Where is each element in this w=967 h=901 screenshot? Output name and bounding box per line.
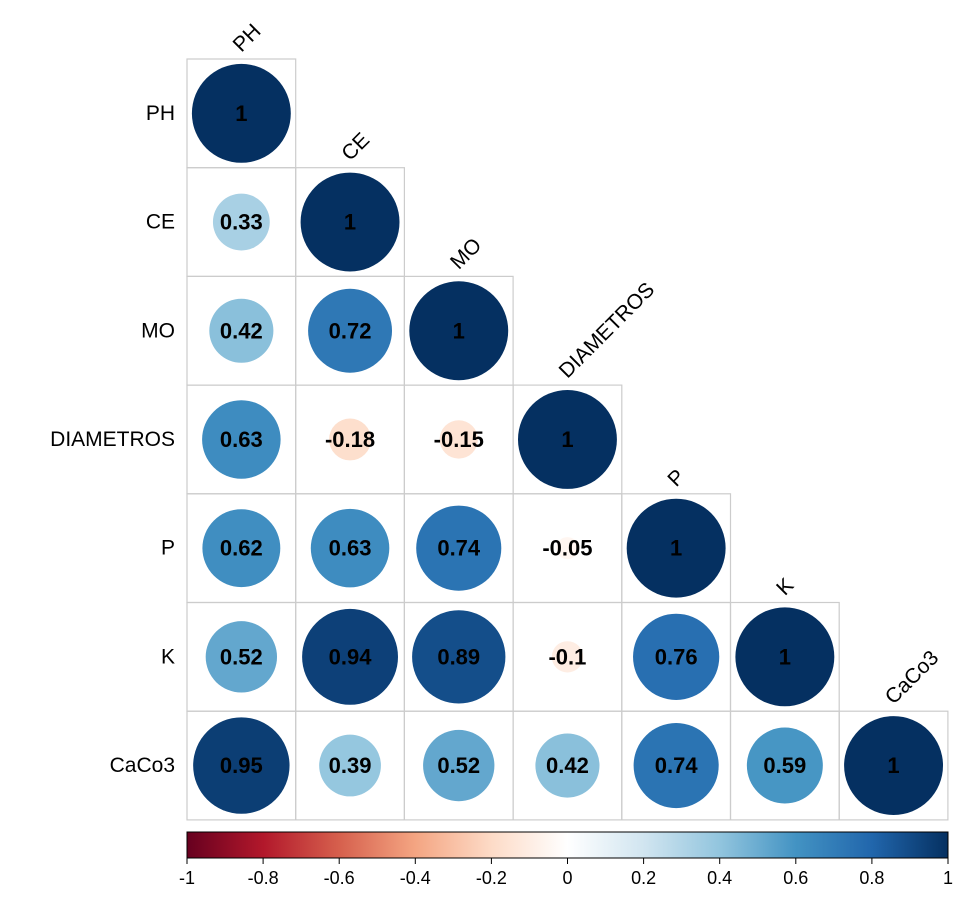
colorbar-tick-label: -0.6	[324, 868, 355, 888]
colorbar-tick-label: 0.4	[707, 868, 732, 888]
correlation-circle	[205, 621, 278, 693]
column-label: MO	[446, 234, 486, 274]
column-label: DIAMETROS	[555, 278, 660, 383]
correlation-value: 1	[561, 427, 573, 452]
correlation-circle	[439, 420, 478, 459]
colorbar-tick-label: 0.8	[859, 868, 884, 888]
column-label: CE	[337, 128, 374, 165]
correlation-value: 0.42	[546, 753, 589, 778]
correlation-circle	[633, 723, 719, 809]
correlation-value: -0.05	[542, 536, 592, 561]
column-label: P	[663, 465, 689, 491]
correlation-value: 0.74	[437, 536, 481, 561]
correlation-circle	[302, 608, 399, 705]
correlation-value: -0.1	[548, 644, 586, 669]
row-label: CE	[146, 211, 175, 234]
colorbar-tick-label: 0	[562, 868, 572, 888]
correlation-value: 0.76	[655, 644, 698, 669]
correlation-value: 0.63	[220, 427, 263, 452]
correlation-circle	[310, 508, 390, 588]
correlation-circle	[535, 733, 600, 798]
colorbar-tick-label: -0.4	[400, 868, 431, 888]
row-label: CaCo3	[110, 754, 175, 777]
correlation-value: 0.94	[329, 644, 373, 669]
correlation-value: 0.62	[220, 536, 263, 561]
colorbar-tick-label: 0.2	[631, 868, 656, 888]
correlation-circle	[551, 641, 584, 673]
correlation-circle	[202, 400, 281, 479]
correlation-circle	[735, 607, 835, 707]
row-label: K	[161, 645, 175, 668]
correlation-circle	[556, 537, 579, 560]
correlation-circle	[423, 729, 495, 802]
correlation-circle	[209, 298, 274, 363]
correlation-circle	[193, 717, 290, 814]
correlation-value: 1	[779, 644, 791, 669]
colorbar-tick-label: -0.2	[476, 868, 507, 888]
correlation-circle	[416, 505, 502, 591]
correlation-circle	[844, 716, 944, 816]
colorbar-tick-label: -1	[179, 868, 195, 888]
correlation-value: 0.52	[220, 644, 263, 669]
correlation-value: -0.18	[325, 427, 375, 452]
correlation-cells: 1 0.33 1 0.42 0.72 1 0.63 -0.18 -0.15 1 0.62 0.63 0.…	[186, 58, 949, 821]
correlation-value: 0.42	[220, 318, 263, 343]
correlation-value: 0.33	[220, 210, 263, 235]
cell-border	[838, 710, 949, 821]
column-label: PH	[229, 20, 266, 57]
correlation-circle	[319, 734, 381, 797]
correlation-circle	[412, 610, 506, 704]
colorbar-tick-label: 1	[943, 868, 953, 888]
correlation-value: 1	[887, 753, 899, 778]
correlation-value: 1	[453, 318, 465, 343]
correlation-value: 1	[344, 210, 356, 235]
correlation-circle	[329, 418, 372, 461]
correlation-value: 0.72	[329, 318, 372, 343]
row-label: PH	[146, 102, 175, 125]
correlation-value: 0.59	[763, 753, 806, 778]
correlation-value: 0.52	[437, 753, 480, 778]
row-label: MO	[141, 319, 175, 342]
row-labels: PH CE MO DIAMETROS P K CaCo3	[50, 102, 175, 777]
correlation-circle	[308, 288, 393, 373]
correlation-circle	[212, 193, 270, 251]
column-label: K	[772, 574, 798, 600]
correlation-value: 1	[235, 101, 247, 126]
correlation-circle	[626, 498, 726, 598]
colorbar-tick-label: -0.8	[248, 868, 279, 888]
row-label: DIAMETROS	[50, 428, 175, 451]
correlation-circle	[633, 613, 720, 700]
correlation-value: -0.15	[434, 427, 484, 452]
correlation-circle	[746, 727, 823, 804]
correlation-value: 0.63	[329, 536, 372, 561]
correlation-value: 0.39	[329, 753, 372, 778]
column-label: CaCo3	[881, 646, 943, 708]
correlation-circle	[409, 281, 509, 381]
correlation-circle	[300, 172, 400, 272]
colorbar: -1 -0.8 -0.6 -0.4 -0.2 0 0.2 0.4 0.6 0.8 1	[179, 831, 953, 888]
correlation-circle	[202, 509, 281, 588]
correlation-value: 0.89	[437, 644, 480, 669]
colorbar-tick-label: 0.6	[783, 868, 808, 888]
correlation-circle	[191, 63, 291, 163]
correlation-value: 0.95	[220, 753, 263, 778]
correlation-value: 1	[670, 536, 682, 561]
correlation-value: 0.74	[655, 753, 699, 778]
row-label: P	[161, 537, 175, 560]
correlation-circle	[517, 389, 617, 489]
colorbar-gradient	[186, 831, 949, 859]
